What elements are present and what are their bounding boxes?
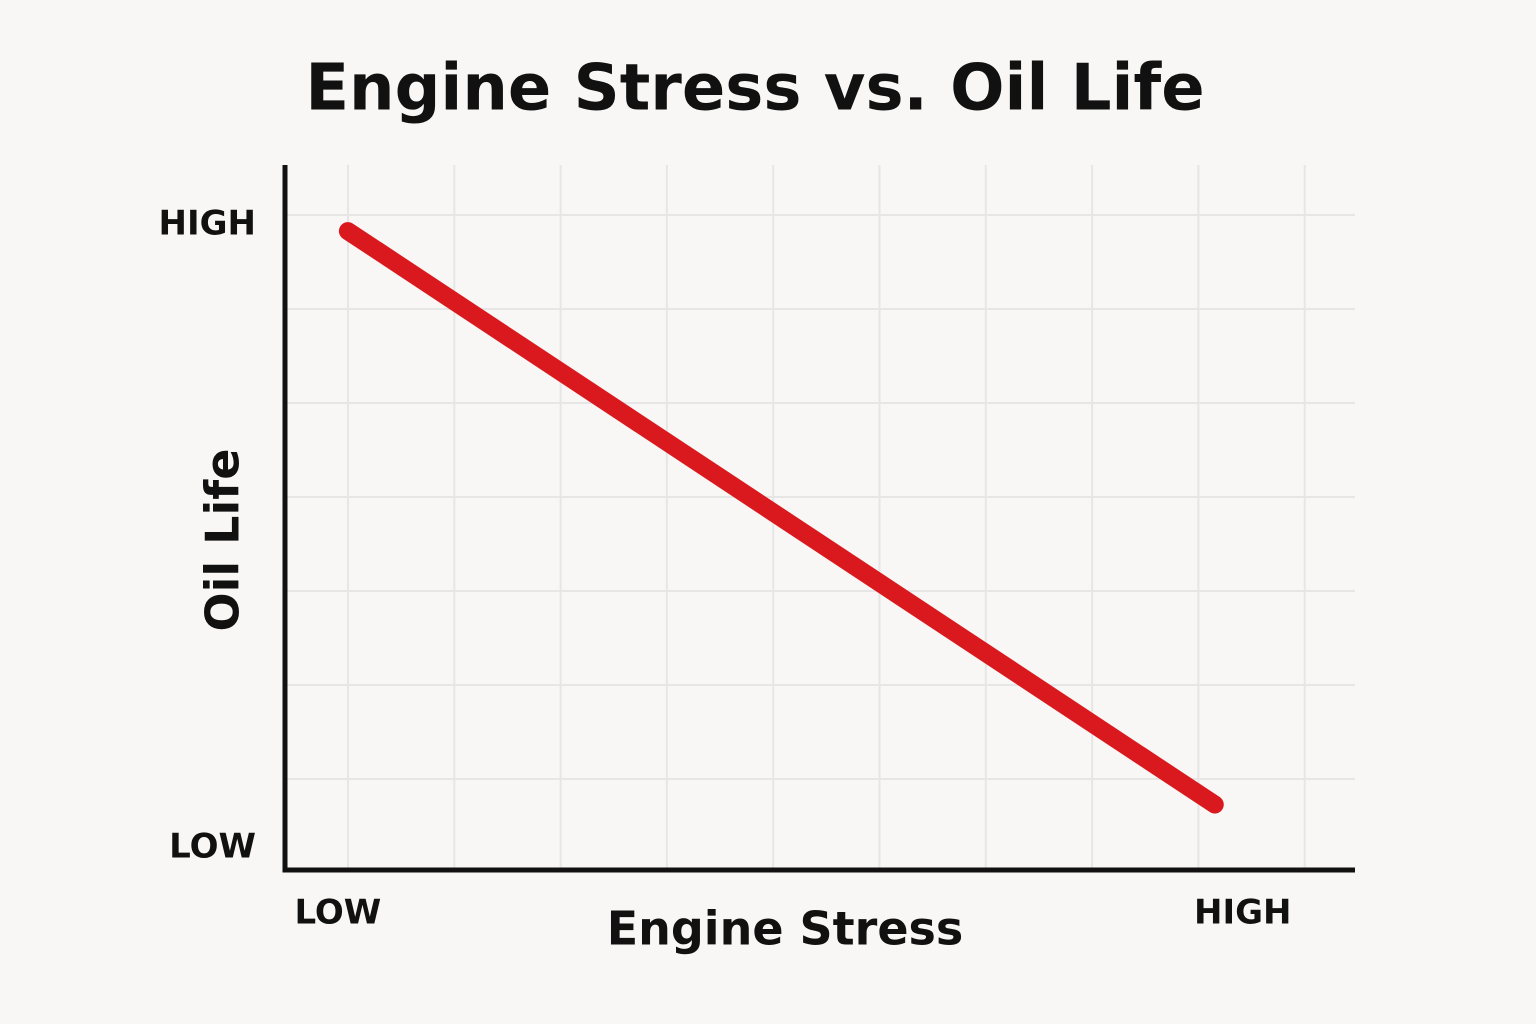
x-axis-label: Engine Stress (607, 902, 964, 956)
x-tick-label: LOW (294, 893, 381, 933)
grid (285, 165, 1355, 870)
x-tick-label: HIGH (1194, 893, 1291, 933)
y-tick-label: LOW (169, 827, 256, 867)
y-axis-label: Oil Life (196, 449, 250, 632)
axes (282, 165, 1355, 873)
y-tick-label: HIGH (159, 203, 256, 243)
chart-title: Engine Stress vs. Oil Life (305, 52, 1204, 126)
data-line (338, 222, 1224, 814)
